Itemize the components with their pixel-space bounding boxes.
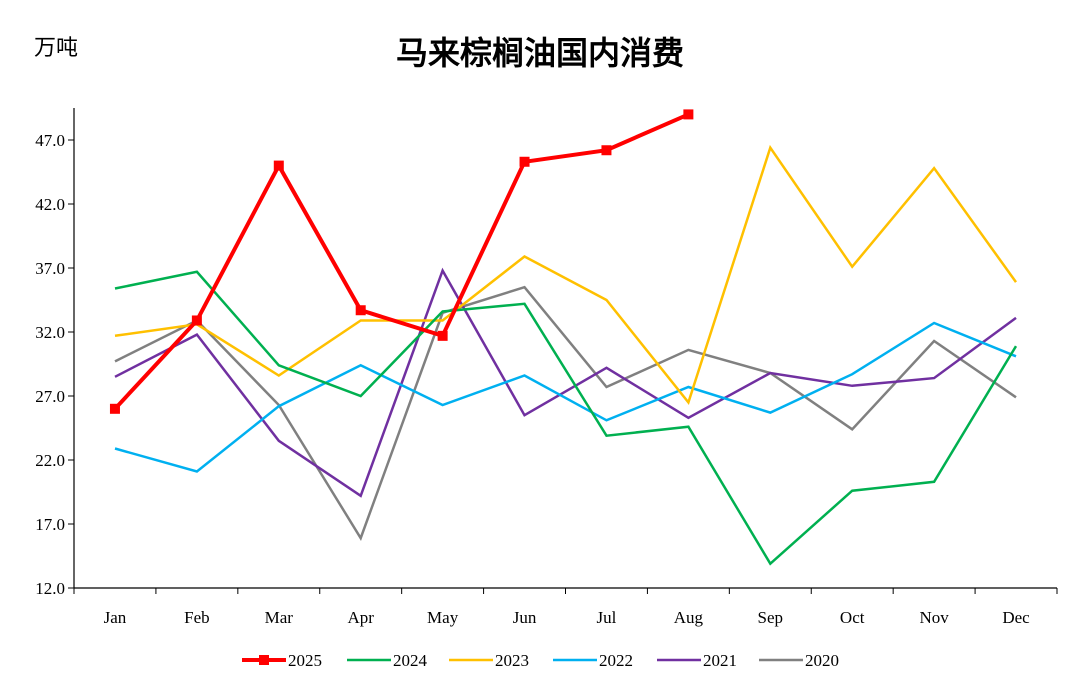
x-tick-label: Sep <box>758 608 784 627</box>
data-point-2025 <box>191 315 202 326</box>
x-tick-label: Dec <box>1002 608 1030 627</box>
x-tick-label: Jul <box>597 608 617 627</box>
y-tick-label: 37.0 <box>35 259 65 278</box>
legend-label: 2022 <box>599 651 633 670</box>
data-point-2025 <box>273 160 284 171</box>
legend-item-2023: 2023 <box>449 651 529 670</box>
legend-marker <box>259 655 269 665</box>
series-2024 <box>114 270 1018 566</box>
y-tick-label: 17.0 <box>35 515 65 534</box>
y-tick-label: 47.0 <box>35 131 65 150</box>
y-axis-unit: 万吨 <box>34 36 79 61</box>
data-point-2025 <box>109 403 120 414</box>
series-layer <box>109 109 1018 566</box>
legend-item-2022: 2022 <box>553 651 633 670</box>
y-tick-label: 42.0 <box>35 195 65 214</box>
series-line-2023 <box>114 144 1018 405</box>
legend-label: 2024 <box>393 651 428 670</box>
x-tick-label: Jun <box>513 608 537 627</box>
series-line-2024 <box>114 270 1018 566</box>
x-tick-label: Oct <box>840 608 865 627</box>
data-point-2025 <box>601 145 612 156</box>
series-2022 <box>114 321 1017 473</box>
chart-title: 马来棕榈油国内消费 <box>395 34 684 72</box>
legend-label: 2021 <box>703 651 737 670</box>
x-tick-label: Apr <box>347 608 374 627</box>
legend-label: 2023 <box>495 651 529 670</box>
x-tick-label: Aug <box>674 608 704 627</box>
series-2021 <box>114 267 1017 498</box>
chart-axes: 12.0 17.0 22.0 27.0 32.0 37.0 42.0 47.0 Jan Feb Ma… <box>35 108 1058 627</box>
y-tick-label: 22.0 <box>35 451 65 470</box>
data-point-2025 <box>355 305 366 316</box>
chart-legend: 2025 2024 2023 2022 2021 2020 <box>242 651 839 670</box>
series-2023 <box>114 144 1018 405</box>
series-line-2022 <box>114 321 1017 473</box>
y-tick-label: 32.0 <box>35 323 65 342</box>
series-line-2021 <box>114 267 1017 498</box>
legend-item-2025: 2025 <box>242 651 322 670</box>
x-tick-label: Mar <box>265 608 294 627</box>
series-2020 <box>114 285 1017 541</box>
series-2025 <box>109 109 694 414</box>
legend-item-2024: 2024 <box>347 651 428 670</box>
x-tick-label: Jan <box>104 608 127 627</box>
x-tick-label: Feb <box>184 608 210 627</box>
y-tick-label: 12.0 <box>35 579 65 598</box>
legend-label: 2020 <box>805 651 839 670</box>
data-point-2025 <box>519 156 530 167</box>
series-line-2025 <box>113 112 690 411</box>
legend-label: 2025 <box>288 651 322 670</box>
y-tick-label: 27.0 <box>35 387 65 406</box>
legend-item-2020: 2020 <box>759 651 839 670</box>
x-tick-label: Nov <box>919 608 949 627</box>
x-tick-label: May <box>427 608 459 627</box>
legend-item-2021: 2021 <box>657 651 737 670</box>
series-line-2020 <box>114 285 1017 541</box>
data-point-2025 <box>437 330 448 341</box>
data-point-2025 <box>683 109 694 120</box>
